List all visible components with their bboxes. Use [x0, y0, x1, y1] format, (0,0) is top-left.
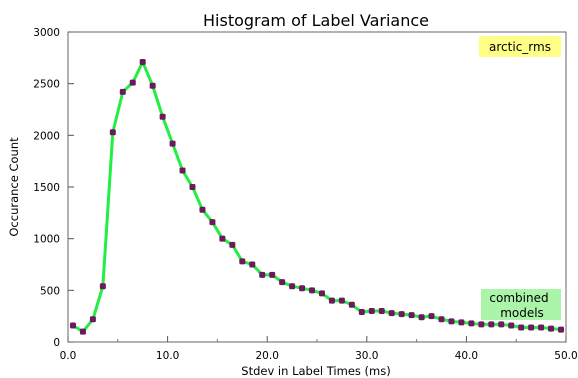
y-axis-title: Occurance Count [7, 137, 21, 237]
data-point [458, 319, 465, 326]
data-point [538, 324, 545, 331]
y-axis-title-wrap: Occurance Count [7, 137, 21, 237]
data-point [189, 184, 196, 190]
data-point [139, 58, 146, 65]
data-point [388, 310, 395, 317]
data-point [318, 290, 325, 297]
data-point [269, 271, 276, 278]
data-point [488, 321, 495, 328]
data-point [79, 328, 86, 335]
data-point [358, 309, 365, 316]
data-point [199, 206, 206, 213]
data-point [498, 321, 505, 328]
data-point [249, 261, 256, 268]
data-point [368, 308, 375, 314]
x-tick-label: 0.0 [60, 350, 77, 362]
data-point [398, 311, 405, 318]
data-point [328, 297, 335, 304]
x-tick-label: 10.0 [156, 350, 179, 362]
x-tick-label: 20.0 [256, 350, 279, 362]
data-point [109, 129, 116, 136]
y-tick-label: 500 [40, 285, 60, 297]
data-point [259, 271, 266, 278]
data-point [508, 322, 515, 329]
data-point [89, 316, 96, 323]
y-tick-label: 1500 [33, 182, 60, 194]
data-point [149, 82, 156, 89]
annotation-arctic-rms-background [479, 36, 561, 57]
chart-title: Histogram of Label Variance [203, 11, 429, 30]
data-point [348, 301, 355, 308]
data-point [209, 219, 216, 226]
data-point [428, 313, 435, 320]
data-point [338, 297, 345, 304]
y-tick-label: 3000 [33, 27, 60, 39]
annotation-combined-models-background [481, 289, 561, 320]
ticks-layer: 0 500 1000 1500 2000 2500 3000 0.0 10.0 20.0 30.0 4… [33, 27, 577, 362]
data-point [279, 279, 286, 286]
annotation-combined-models-line-1: combined [489, 291, 548, 305]
data-point [219, 235, 226, 242]
data-point [229, 241, 236, 248]
x-tick-label: 40.0 [455, 350, 478, 362]
x-tick-label: 30.0 [355, 350, 378, 362]
data-point [478, 321, 485, 328]
y-tick-label: 2000 [33, 130, 60, 142]
data-point [239, 258, 246, 265]
series-layer [69, 58, 565, 335]
data-point [548, 325, 555, 332]
data-point [408, 312, 415, 319]
annotation-arctic-rms-text: arctic_rms [489, 40, 551, 54]
y-tick-label: 0 [53, 337, 60, 349]
data-point [418, 314, 425, 321]
data-point [468, 320, 475, 327]
data-point [448, 318, 455, 325]
annotation-combined-models-line-2: models [500, 306, 544, 320]
data-point [438, 316, 445, 323]
data-point [558, 326, 565, 333]
data-point [289, 283, 296, 290]
x-axis-title: Stdev in Label Times (ms) [241, 364, 390, 378]
data-point [518, 324, 525, 331]
annotation-arctic-rms: arctic_rms [479, 36, 561, 57]
data-point [179, 167, 186, 174]
y-tick-label: 1000 [33, 234, 60, 246]
data-point [129, 79, 136, 86]
data-point [169, 140, 176, 147]
data-point [378, 308, 385, 314]
data-point [159, 113, 166, 120]
y-tick-label: 2500 [33, 79, 60, 91]
data-point [99, 283, 106, 290]
data-point [69, 322, 76, 329]
x-tick-label: 50.0 [554, 350, 577, 362]
data-point [119, 88, 126, 95]
data-point [309, 287, 316, 294]
data-point [299, 285, 306, 292]
data-point [528, 324, 535, 331]
